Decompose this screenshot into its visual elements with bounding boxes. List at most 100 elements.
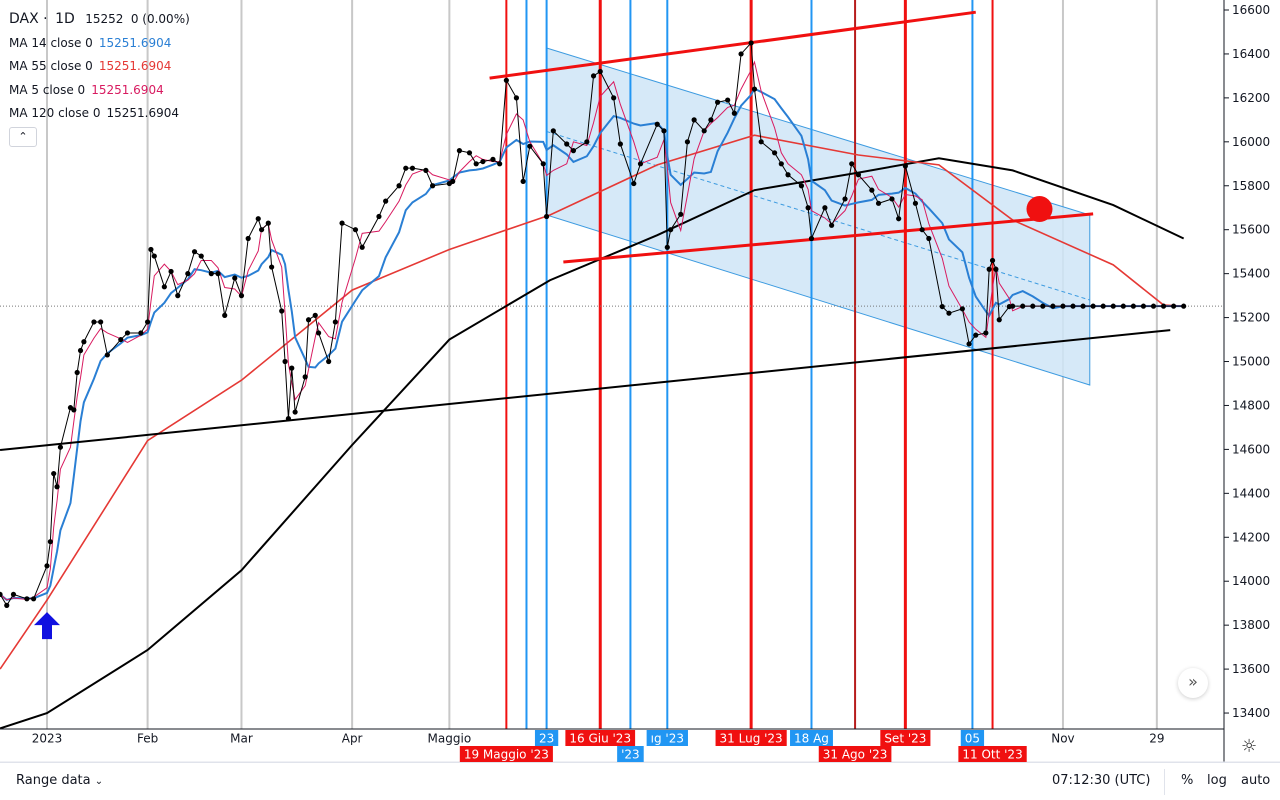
close-point: [326, 358, 332, 365]
close-point: [222, 312, 228, 318]
price-tick-label: 14000: [1232, 574, 1270, 588]
close-point: [10, 591, 17, 598]
close-point: [919, 227, 925, 233]
close-point: [497, 161, 503, 167]
close-point: [51, 470, 57, 477]
close-point: [332, 319, 338, 325]
symbol[interactable]: DAX: [9, 11, 39, 27]
close-point: [403, 165, 409, 171]
date-label: 19 Maggio '23: [464, 748, 549, 762]
close-point: [527, 143, 533, 149]
close-point: [678, 211, 684, 217]
close-point: [912, 200, 919, 206]
close-point: [429, 183, 436, 189]
close-point: [151, 253, 157, 259]
ma14-legend[interactable]: MA 14 close 0 15251.6904: [9, 35, 172, 50]
close-point: [1160, 303, 1167, 309]
trend-line-red-lower: [563, 212, 1094, 264]
close-point: [124, 330, 131, 336]
ma5-line: [0, 60, 1184, 601]
date-label-box: [617, 746, 644, 762]
close-point: [1140, 303, 1147, 309]
close-point: [1020, 303, 1026, 309]
date-label-box: [459, 746, 553, 762]
close-point: [664, 244, 670, 250]
clock[interactable]: 07:12:30 (UTC): [1052, 773, 1151, 788]
close-point: [47, 539, 53, 545]
close-point: [540, 161, 546, 167]
close-point: [989, 257, 996, 264]
close-point: [986, 266, 992, 272]
interval[interactable]: 1D: [55, 11, 75, 27]
close-point: [490, 156, 496, 162]
close-point: [215, 271, 221, 277]
trend-line-black: [0, 329, 1171, 452]
plot-area: [0, 0, 1224, 729]
close-point: [265, 220, 271, 226]
close-point: [570, 148, 577, 154]
ma120-legend[interactable]: MA 120 close 0 15251.6904: [9, 106, 179, 120]
close-point: [1090, 303, 1096, 309]
price-tick-label: 14400: [1232, 486, 1270, 500]
double-chevron-right-icon: »: [1188, 672, 1198, 691]
close-point: [889, 196, 895, 202]
close-point: [631, 180, 637, 187]
price-tick-label: 16000: [1232, 135, 1270, 149]
close-point: [590, 73, 597, 79]
close-point: [376, 213, 382, 220]
close-point: [973, 332, 979, 338]
ma5-legend[interactable]: MA 5 close 0 15251.6904: [9, 82, 164, 97]
price-tick-label: 15800: [1232, 179, 1270, 193]
close-point: [315, 330, 322, 336]
date-label-box: [715, 730, 787, 746]
gear-icon[interactable]: ☼: [1241, 736, 1258, 757]
percent-toggle[interactable]: %: [1181, 773, 1194, 788]
close-point: [450, 178, 456, 184]
close-point: [748, 40, 754, 46]
close-point: [966, 341, 972, 347]
close-point: [104, 352, 110, 358]
range-dropdown[interactable]: Range data ⌄: [16, 773, 104, 788]
ma55-legend[interactable]: MA 55 close 0 15251.6904: [9, 59, 172, 73]
close-point: [456, 148, 463, 154]
chevron-down-icon: ⌄: [94, 776, 104, 787]
close-point: [902, 163, 908, 169]
close-point: [849, 161, 855, 167]
close-point: [513, 95, 520, 101]
close-point: [480, 158, 486, 165]
price-chart[interactable]: 13400 13600 13800 14000 14200 14400 14600 14800…: [0, 0, 1280, 762]
close-point: [185, 271, 191, 277]
scroll-to-realtime-button[interactable]: »: [1178, 668, 1208, 698]
close-point: [772, 150, 778, 156]
price-tick-label: 16600: [1232, 3, 1270, 17]
close-point: [701, 128, 707, 134]
close-point: [731, 110, 737, 116]
trend-line-red-upper: [489, 10, 976, 80]
collapse-legend-button[interactable]: ⌃: [9, 127, 37, 147]
close-point: [1030, 303, 1036, 309]
close-point: [0, 591, 3, 598]
close-point: [959, 306, 965, 312]
close-point: [550, 128, 556, 134]
close-point: [466, 150, 473, 156]
close-point: [423, 167, 429, 173]
auto-toggle[interactable]: auto: [1241, 773, 1271, 788]
close-point: [1060, 303, 1066, 309]
up-arrow-icon: [34, 612, 60, 640]
close-point: [352, 227, 359, 233]
price-tick-label: 14200: [1232, 530, 1270, 544]
ma14-line: [0, 87, 1184, 601]
log-toggle[interactable]: log: [1207, 773, 1227, 788]
close-point: [1040, 303, 1046, 309]
close-point: [289, 365, 295, 371]
time-tick-label: Nov: [1051, 732, 1074, 746]
date-label-box: [958, 746, 1027, 762]
price-change: 0 (0.00%): [130, 12, 190, 26]
close-point: [926, 235, 932, 242]
close-point: [161, 284, 167, 290]
close-point: [1070, 303, 1076, 309]
date-label: ıg '23: [651, 732, 684, 746]
close-point: [637, 161, 644, 167]
close-point: [661, 128, 667, 134]
close-point: [751, 86, 758, 92]
